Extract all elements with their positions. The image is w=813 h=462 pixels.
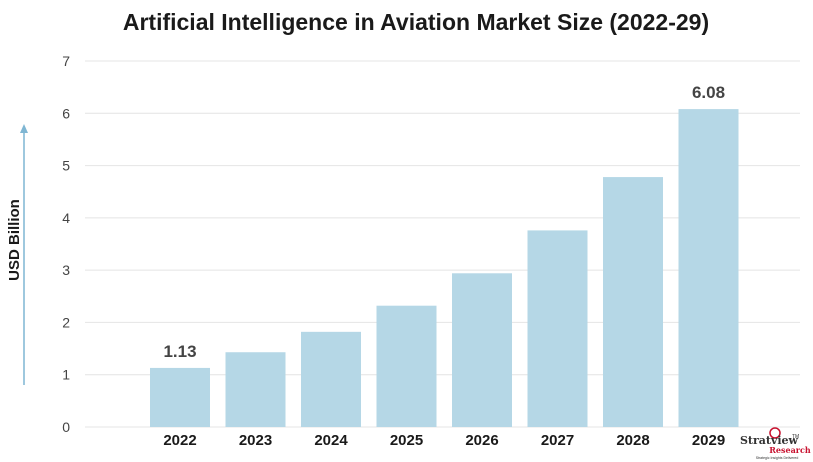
y-tick-label: 7 <box>62 53 70 69</box>
bars <box>150 109 739 428</box>
y-tick-label: 3 <box>62 262 70 278</box>
y-tick-label: 6 <box>62 105 70 121</box>
y-tick-label: 0 <box>62 419 70 435</box>
bar-2022 <box>150 367 210 427</box>
x-tick-label: 2029 <box>692 432 725 449</box>
bar-2023 <box>225 352 286 427</box>
y-axis-label: USD Billion <box>6 199 23 281</box>
x-tick-label: 2023 <box>239 432 272 449</box>
y-tick-label: 4 <box>62 210 70 226</box>
chart-title: Artificial Intelligence in Aviation Mark… <box>123 9 709 35</box>
x-tick-label: 2027 <box>541 432 574 449</box>
x-tick-label: 2024 <box>314 432 348 449</box>
logo-tagline: Strategic Insights Delivered <box>756 456 799 460</box>
data-labels: 1.13 6.08 <box>163 83 725 361</box>
logo-target-icon <box>769 427 781 439</box>
x-tick-label: 2026 <box>465 432 498 449</box>
stratview-logo: Stratview TM Research Strategic Insights… <box>740 427 811 460</box>
y-tick-label: 2 <box>62 314 70 330</box>
y-axis-arrow-head <box>20 124 28 133</box>
y-tick-labels: 0 1 2 3 4 5 6 7 <box>62 53 70 435</box>
logo-subtitle: Research <box>769 445 811 455</box>
x-tick-label: 2028 <box>616 432 649 449</box>
bar-2024 <box>301 331 361 427</box>
bar-2029 <box>678 109 739 428</box>
logo-tm: TM <box>792 434 799 440</box>
x-tick-label: 2022 <box>163 432 196 449</box>
data-label-2029: 6.08 <box>692 83 725 102</box>
y-axis-arrow <box>20 124 28 385</box>
data-label-2022: 1.13 <box>163 342 196 361</box>
bar-2027 <box>527 230 588 427</box>
logo-name: Stratview <box>740 434 799 447</box>
bar-2028 <box>603 177 663 427</box>
bar-2026 <box>452 273 512 427</box>
y-tick-label: 5 <box>62 158 70 174</box>
y-tick-label: 1 <box>62 367 70 383</box>
x-tick-labels: 2022 2023 2024 2025 2026 2027 2028 2029 <box>163 432 725 449</box>
x-tick-label: 2025 <box>390 432 423 449</box>
bar-2025 <box>376 305 437 427</box>
